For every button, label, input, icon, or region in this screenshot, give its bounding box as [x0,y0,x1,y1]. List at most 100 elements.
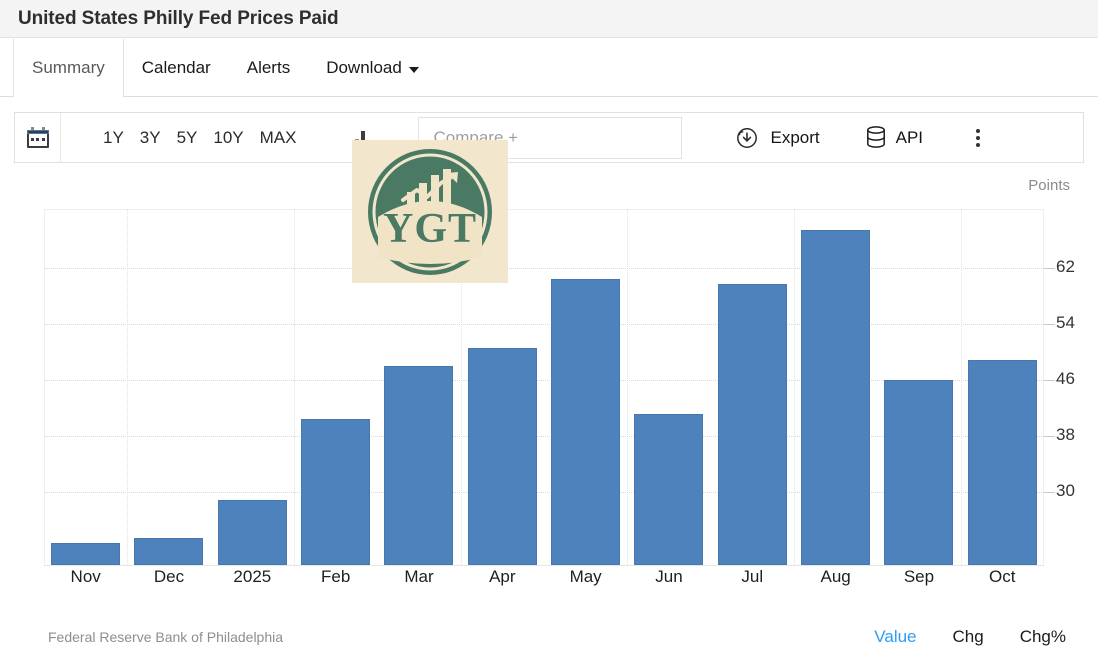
gridline-horizontal [44,380,1044,382]
footer-btn-chg[interactable]: Chg [952,626,984,646]
y-tick-mark [1044,435,1055,437]
chevron-down-icon [408,66,419,73]
gridline-horizontal [44,324,1044,326]
gridline-vertical [960,209,962,565]
bar-slot [44,209,127,565]
page-title: United States Philly Fed Prices Paid [18,7,339,29]
tab-summary[interactable]: Summary [13,39,124,97]
plot-area [44,209,1044,565]
tab-alerts-label: Alerts [246,57,291,77]
x-tick-label: Jun [655,567,683,586]
bar[interactable] [967,359,1037,565]
bar[interactable] [134,537,204,565]
range-selector: 1Y 3Y 5Y 10Y MAX [61,129,296,146]
bar[interactable] [217,500,287,565]
tab-calendar-label: Calendar [141,57,211,77]
footer-btn-value[interactable]: Value [874,626,917,646]
gridline-vertical [794,209,795,565]
y-tick-label: 38 [1056,424,1075,444]
bar[interactable] [384,366,454,565]
page-header: United States Philly Fed Prices Paid [0,0,1098,38]
y-tick-mark [1044,491,1055,493]
bar-slot [294,209,377,565]
gridline-horizontal [44,268,1044,270]
x-tick-label: Mar [404,567,434,586]
bar[interactable] [801,229,871,565]
bar[interactable] [467,347,537,565]
footer-btn-chgpct[interactable]: Chg% [1019,626,1066,646]
range-max[interactable]: MAX [259,128,297,147]
tab-download[interactable]: Download [308,39,437,96]
y-tick-label: 46 [1056,369,1075,389]
bar[interactable] [51,543,121,565]
y-tick-label: 30 [1056,480,1075,500]
gridline-vertical [460,209,462,565]
gridline-vertical [294,209,295,565]
export-label: Export [770,127,820,147]
plot-border [44,209,1044,565]
bar-slot [544,209,627,565]
bar-series [44,209,1044,565]
x-tick-label: May [569,567,602,586]
bar-slot [711,209,794,565]
gridline-horizontal [44,435,1044,437]
bar[interactable] [551,278,621,565]
x-tick-label: 2025 [233,567,272,586]
bar[interactable] [301,419,371,565]
bar-slot [627,209,710,565]
bar[interactable] [717,284,787,565]
bar-slot [127,209,210,565]
x-tick-label: Nov [70,567,101,586]
x-tick-label: Jul [741,567,764,586]
bar-slot [211,209,294,565]
tab-bar-left-pad [0,39,14,96]
y-tick-mark [1044,380,1055,382]
bar-slot [961,209,1044,565]
x-tick-label: Feb [321,567,351,586]
tab-calendar[interactable]: Calendar [123,39,229,96]
y-tick-label: 54 [1056,313,1075,333]
range-5y[interactable]: 5Y [176,128,198,147]
kebab-menu-icon[interactable] [967,127,989,149]
tab-alerts[interactable]: Alerts [228,39,309,96]
y-axis-unit-label: Points [1028,177,1070,194]
bar-slot [377,209,460,565]
x-tick-label: Apr [489,567,516,586]
bar-slot [794,209,877,565]
compare-input[interactable] [433,127,682,148]
bar-slot [877,209,960,565]
x-tick-label: Dec [153,567,185,586]
gridline-vertical [627,209,629,565]
tab-download-label: Download [326,57,402,77]
cloud-download-icon [737,127,758,148]
date-range-picker-button[interactable] [15,113,61,162]
api-button[interactable]: API [866,126,923,149]
y-tick-label: 62 [1056,257,1075,277]
bar[interactable] [884,380,954,565]
compare-field[interactable] [418,116,683,159]
y-tick-mark [1044,268,1055,270]
value-mode-toggle: Value Chg Chg% [874,627,1066,647]
gridline-vertical [127,209,129,565]
bar[interactable] [634,414,704,565]
database-icon [866,126,885,148]
export-button[interactable]: Export [734,127,820,149]
x-tick-label: Oct [989,567,1016,586]
api-label: API [895,127,924,147]
tab-summary-label: Summary [32,57,105,77]
calendar-icon [26,127,49,148]
y-tick-mark [1044,324,1055,326]
tab-bar: Summary Calendar Alerts Download [0,39,1098,97]
chart-toolbar: 1Y 3Y 5Y 10Y MAX Export [14,112,1084,163]
source-label: Federal Reserve Bank of Philadelphia [48,628,284,645]
chart-container: Points 30 38 46 54 62 Nov Dec 2025 Feb Mar Apr May… [14,163,1084,615]
x-tick-label: Aug [820,567,851,586]
bar-chart-icon[interactable] [350,126,376,150]
range-1y[interactable]: 1Y [103,128,124,147]
range-10y[interactable]: 10Y [213,128,244,147]
x-tick-label: Sep [903,567,935,586]
gridline-horizontal [44,491,1044,493]
x-axis-labels: Nov Dec 2025 Feb Mar Apr May Jun Jul Aug Sep Oct [44,567,1044,601]
range-3y[interactable]: 3Y [139,128,161,147]
